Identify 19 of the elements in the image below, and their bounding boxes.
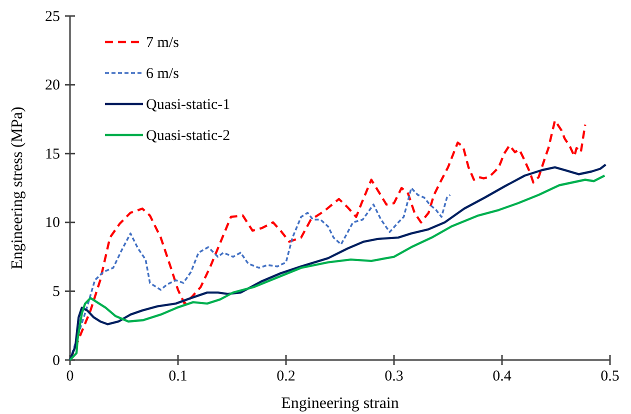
x-axis-title: Engineering strain [281,395,399,412]
x-tick-label: 0.1 [168,368,188,385]
y-tick-label: 5 [52,284,60,300]
x-tick-label: 0 [66,368,74,385]
y-tick-label: 15 [45,146,60,162]
y-axis-title: Engineering stress (MPa) [9,106,26,270]
x-tick-label: 0.3 [384,368,404,385]
y-tick-label: 25 [45,8,60,25]
line-series [69,187,452,361]
x-tick-label: 0.5 [600,368,620,385]
x-tick-label: 0.2 [276,368,296,385]
x-tick-label: 0.4 [492,368,512,385]
y-tick-label: 20 [45,78,60,94]
legend-label: 6 m/s [146,66,180,82]
y-tick-label: 0 [52,352,60,369]
legend-label: 7 m/s [146,35,180,51]
legend-label: Quasi-static-1 [146,97,230,113]
y-tick-label: 10 [45,215,60,232]
legend-label: Quasi-static-2 [146,128,230,144]
